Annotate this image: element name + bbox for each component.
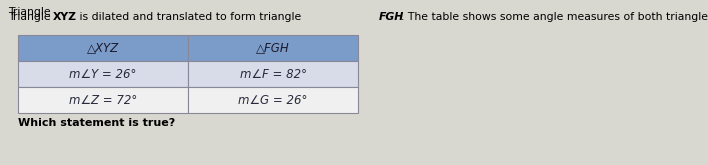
Text: is dilated and translated to form triangle: is dilated and translated to form triang… — [76, 12, 305, 22]
Text: . The table shows some angle measures of both triangles.: . The table shows some angle measures of… — [401, 12, 708, 22]
Text: Triangle: Triangle — [8, 12, 54, 22]
Text: △FGH: △FGH — [256, 42, 290, 54]
Bar — [18, 87, 188, 113]
Text: Triangle: Triangle — [8, 7, 54, 17]
Bar — [18, 35, 188, 61]
Text: △XYZ: △XYZ — [87, 42, 119, 54]
Text: FGH: FGH — [379, 12, 404, 22]
Text: XYZ: XYZ — [53, 12, 77, 22]
Bar — [18, 61, 188, 87]
Bar — [188, 87, 358, 113]
Text: m∠Y = 26°: m∠Y = 26° — [69, 67, 137, 81]
Text: m∠Z = 72°: m∠Z = 72° — [69, 94, 137, 106]
Text: m∠F = 82°: m∠F = 82° — [239, 67, 307, 81]
Bar — [188, 35, 358, 61]
Text: Which statement is true?: Which statement is true? — [18, 118, 176, 128]
Text: m∠G = 26°: m∠G = 26° — [239, 94, 308, 106]
Bar — [188, 61, 358, 87]
